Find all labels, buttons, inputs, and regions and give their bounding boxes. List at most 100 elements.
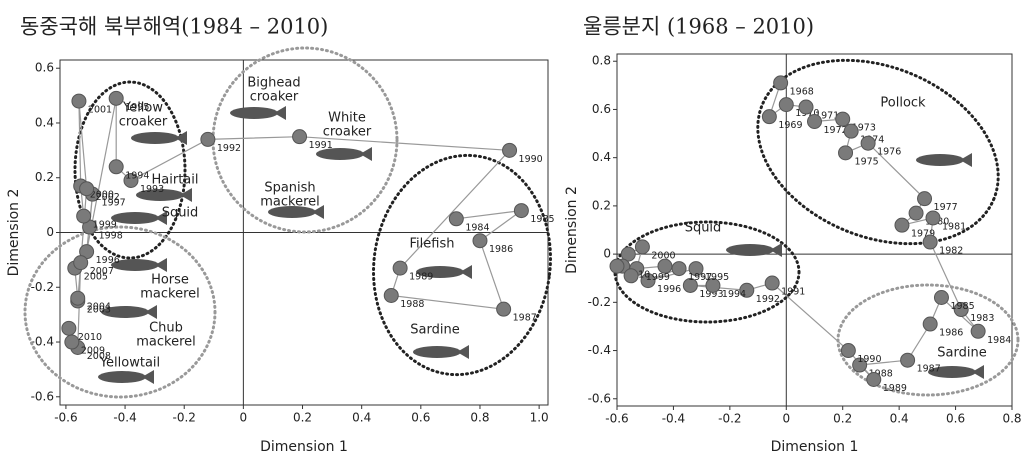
point: [682, 277, 698, 293]
point-label: 1989: [883, 383, 907, 394]
x-tick-label: -0.4: [113, 411, 136, 425]
x-tick-label: 0.2: [833, 412, 852, 426]
point-label: 1969: [778, 120, 802, 131]
fish-icon: [131, 132, 179, 144]
point: [620, 246, 636, 262]
point: [922, 316, 938, 332]
point-label: 1992: [217, 143, 241, 154]
point-label: 1977: [934, 202, 958, 213]
point-label: 1984: [465, 222, 489, 233]
point-label: 1985: [530, 214, 554, 225]
chart-title: 울릉분지 (1968 – 2010): [583, 15, 814, 39]
plot-frame: [616, 53, 1013, 407]
point-label: 1973: [852, 123, 876, 134]
point-label: 1987: [513, 313, 537, 324]
point-label: 1968: [790, 86, 814, 97]
point-label: 1984: [987, 335, 1011, 346]
point-label: 2000: [90, 189, 114, 200]
x-tick-label: 0.8: [470, 411, 489, 425]
y-tick-label: 0: [603, 247, 611, 261]
point: [383, 287, 399, 303]
fish-icon: [726, 244, 774, 256]
y-axis-title: Dimension 2: [6, 189, 22, 277]
fish-icon: [155, 211, 167, 225]
y-tick-label: 0: [46, 225, 54, 239]
point-label: 2007: [90, 266, 114, 277]
point-label: 1987: [917, 364, 941, 375]
point: [496, 301, 512, 317]
point-label: 2005: [84, 272, 108, 283]
group-ellipse: [756, 58, 1000, 246]
species-label: Chub: [149, 321, 183, 336]
x-tick-label: -0.2: [718, 412, 741, 426]
fish-icon: [972, 365, 984, 379]
point-label: 2010: [78, 332, 102, 343]
point: [807, 114, 822, 130]
y-tick-label: 0.8: [592, 54, 611, 68]
point-label: 1972: [824, 125, 848, 136]
point: [108, 90, 124, 106]
species-label: mackerel: [260, 195, 320, 210]
point-label: 1993: [140, 184, 164, 195]
point-label: 1991: [309, 140, 333, 151]
chart-title: 동중국해 북부해역(1984 – 2010): [20, 15, 328, 39]
point-label: 1997: [688, 272, 712, 283]
point: [953, 302, 969, 318]
point: [502, 142, 518, 158]
point: [108, 159, 124, 175]
point-label: 1986: [489, 244, 513, 255]
x-tick-label: 0.6: [411, 411, 430, 425]
x-tick-label: -0.6: [54, 411, 77, 425]
species-label: Hairtail: [152, 173, 199, 188]
point-label: 1982: [939, 246, 963, 257]
species-label: Bighead: [247, 76, 300, 91]
x-axis-title: Dimension 1: [771, 439, 859, 455]
point-label: 1999: [646, 272, 670, 283]
point: [61, 320, 77, 336]
y-tick-label: -0.2: [31, 280, 54, 294]
point-label: 1994: [722, 289, 746, 300]
point: [292, 129, 308, 145]
point-label: 1985: [950, 301, 974, 312]
group-ellipse: [23, 225, 217, 399]
point: [739, 282, 755, 298]
fish-icon: [101, 306, 149, 318]
point: [843, 123, 859, 139]
point-label: 1997: [102, 198, 126, 209]
x-tick-label: -0.2: [173, 411, 196, 425]
point-label: 1999: [93, 220, 117, 231]
point: [835, 111, 851, 127]
y-tick-label: -0.2: [588, 295, 611, 309]
point: [900, 352, 916, 368]
y-tick-label: 0.6: [592, 102, 611, 116]
point-label: 2008: [87, 351, 111, 362]
species-label: croaker: [323, 125, 372, 140]
point: [705, 277, 721, 293]
point: [840, 343, 856, 359]
fish-icon: [413, 346, 461, 358]
point: [657, 258, 673, 274]
fish-icon: [155, 258, 167, 272]
fish-icon: [175, 131, 187, 145]
point: [860, 135, 876, 151]
species-label: Sardine: [410, 323, 459, 338]
point-label: 1971: [815, 111, 839, 122]
point-label: 1989: [409, 272, 433, 283]
point-label: 2009: [81, 346, 105, 357]
fish-icon: [312, 205, 324, 219]
point-label: 1998: [99, 231, 123, 242]
point-label: 1996: [96, 255, 120, 266]
group-ellipse: [836, 283, 1020, 397]
species-label: Squid: [685, 221, 722, 236]
fish-icon: [145, 305, 157, 319]
point-label: 2004: [87, 302, 111, 313]
point-label: 1988: [400, 299, 424, 310]
x-tick-label: 0.8: [1002, 412, 1021, 426]
group-ellipse: [73, 80, 187, 260]
point: [513, 203, 529, 219]
point: [71, 93, 87, 109]
point: [908, 205, 924, 221]
species-label: mackerel: [136, 335, 196, 350]
point: [640, 273, 656, 289]
point-label: 1986: [939, 328, 963, 339]
